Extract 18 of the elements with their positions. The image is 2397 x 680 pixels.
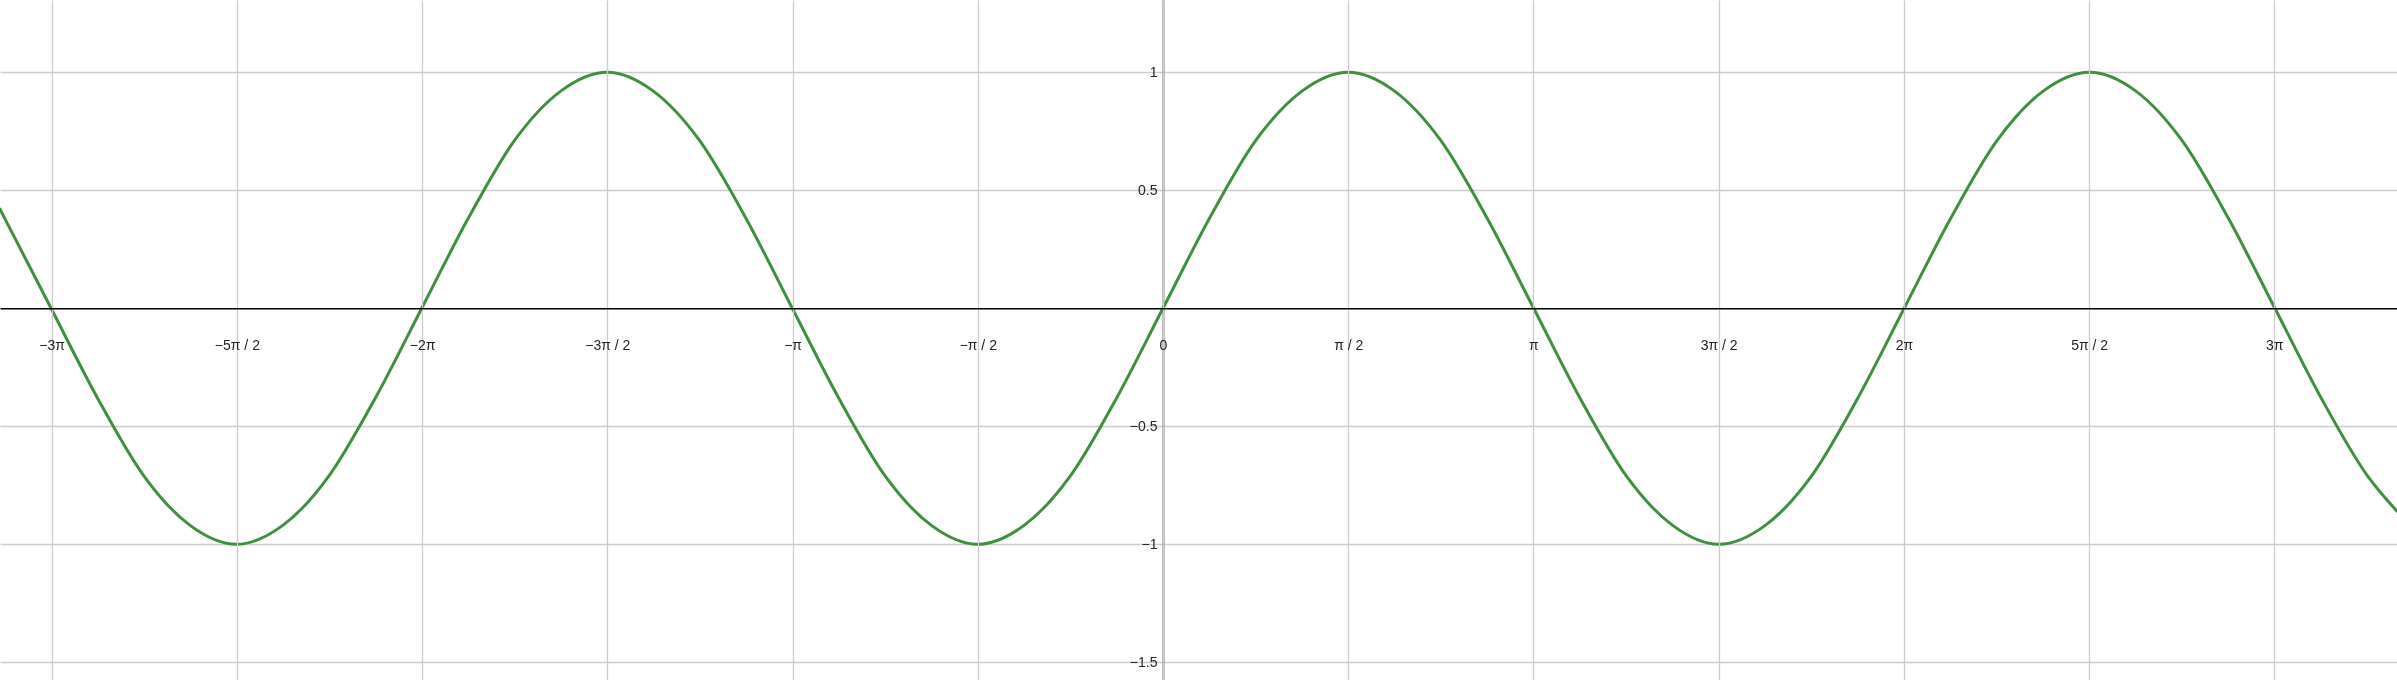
x-tick-label: −2π [409, 336, 436, 353]
y-tick-label: 0.5 [1138, 181, 1158, 198]
x-tick-label: π / 2 [1334, 336, 1364, 353]
x-tick-label: π [1529, 336, 1540, 353]
x-tick-label: 2π [1895, 336, 1914, 353]
x-tick-label: 3π / 2 [1700, 336, 1738, 353]
x-tick-label: −π / 2 [959, 336, 998, 353]
y-tick-label: −0.5 [1129, 417, 1158, 434]
x-tick-label: −3π [39, 336, 66, 353]
x-tick-label: 0 [1159, 336, 1168, 353]
x-tick-label: 5π / 2 [2071, 336, 2109, 353]
x-tick-label: 3π [2266, 336, 2284, 353]
x-tick-label: −3π / 2 [585, 336, 631, 353]
y-tick-label: −1 [1141, 535, 1158, 552]
y-tick-label: −1.5 [1129, 653, 1158, 670]
y-tick-label: 1 [1149, 63, 1158, 80]
x-tick-label: −5π / 2 [214, 336, 261, 353]
x-tick-label: −π [784, 336, 803, 353]
